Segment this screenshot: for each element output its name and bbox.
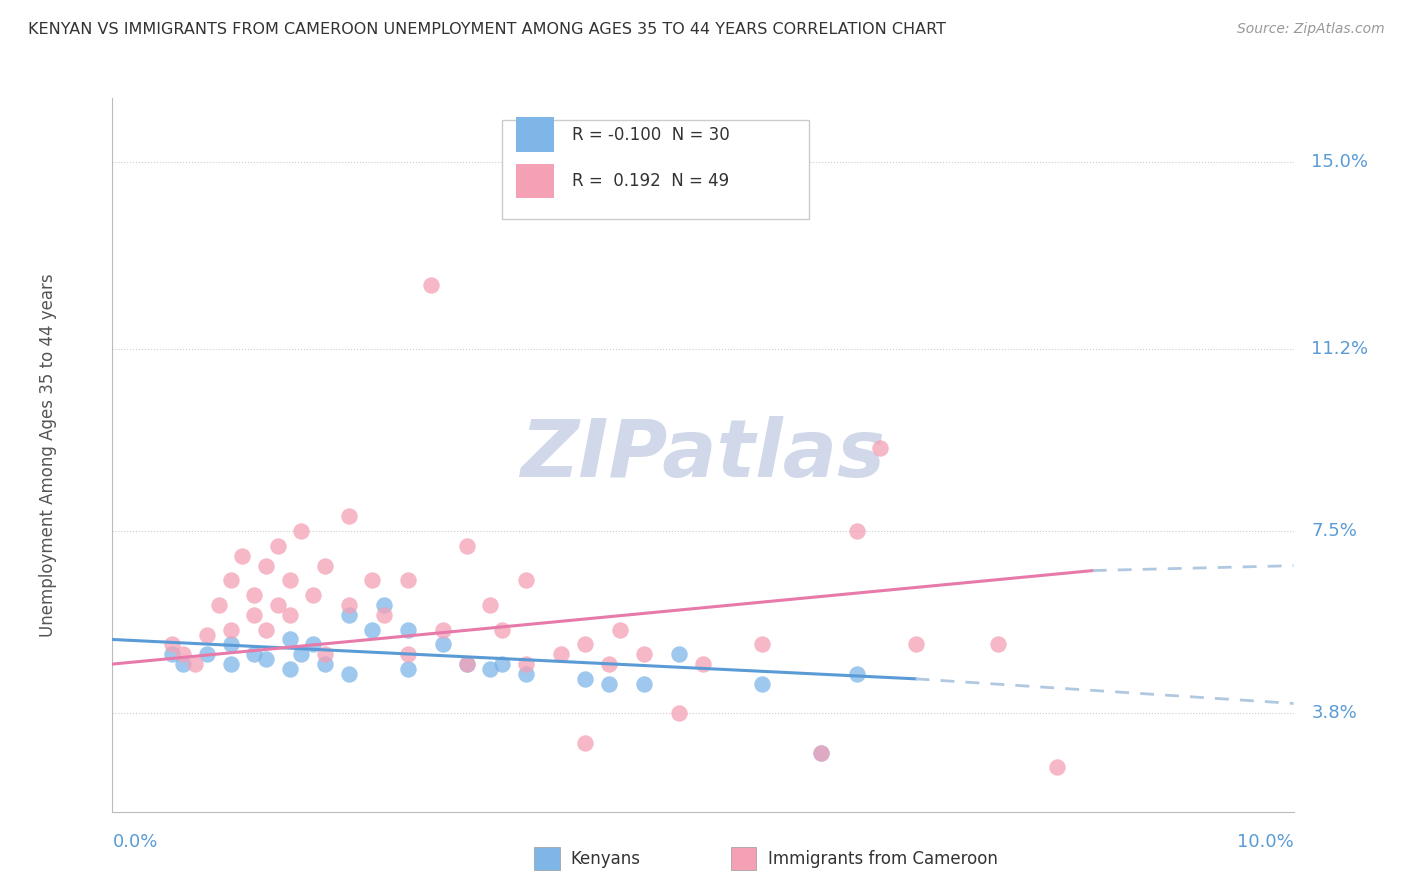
Point: [479, 598, 502, 612]
Text: 15.0%: 15.0%: [1312, 153, 1368, 171]
Point: [845, 524, 868, 539]
Point: [1046, 760, 1069, 774]
Point: [668, 706, 690, 721]
Point: [609, 623, 631, 637]
Point: [278, 607, 301, 622]
Point: [290, 524, 312, 539]
Point: [373, 607, 395, 622]
Text: 3.8%: 3.8%: [1312, 705, 1357, 723]
Point: [219, 623, 242, 637]
Point: [420, 278, 443, 293]
Point: [337, 607, 360, 622]
Point: [515, 667, 537, 681]
Point: [361, 574, 384, 588]
Point: [172, 647, 194, 661]
Point: [396, 662, 419, 676]
Point: [574, 637, 596, 651]
Text: 11.2%: 11.2%: [1312, 340, 1368, 358]
Text: Kenyans: Kenyans: [571, 849, 641, 868]
Point: [633, 647, 655, 661]
Point: [160, 637, 183, 651]
Point: [302, 588, 325, 602]
Point: [337, 509, 360, 524]
Point: [243, 647, 266, 661]
Point: [208, 598, 231, 612]
Point: [396, 647, 419, 661]
Text: 0.0%: 0.0%: [112, 833, 157, 851]
Point: [432, 623, 454, 637]
Text: 7.5%: 7.5%: [1312, 522, 1357, 541]
Text: ZIPatlas: ZIPatlas: [520, 416, 886, 494]
Point: [550, 647, 572, 661]
Bar: [516, 118, 554, 152]
FancyBboxPatch shape: [502, 120, 810, 219]
Point: [751, 637, 773, 651]
Point: [361, 623, 384, 637]
Point: [491, 657, 513, 671]
Point: [373, 598, 395, 612]
Point: [845, 667, 868, 681]
Point: [491, 623, 513, 637]
Point: [254, 623, 277, 637]
Point: [243, 607, 266, 622]
Point: [456, 657, 478, 671]
Point: [515, 657, 537, 671]
Point: [574, 736, 596, 750]
Text: Source: ZipAtlas.com: Source: ZipAtlas.com: [1237, 22, 1385, 37]
Point: [692, 657, 714, 671]
Text: Unemployment Among Ages 35 to 44 years: Unemployment Among Ages 35 to 44 years: [38, 273, 56, 637]
Point: [231, 549, 253, 563]
Point: [195, 627, 218, 641]
Point: [160, 647, 183, 661]
Point: [633, 677, 655, 691]
Point: [278, 632, 301, 647]
Bar: [516, 164, 554, 198]
Point: [219, 574, 242, 588]
Point: [254, 652, 277, 666]
Point: [396, 623, 419, 637]
Point: [267, 539, 290, 553]
Point: [574, 672, 596, 686]
Point: [195, 647, 218, 661]
Point: [278, 574, 301, 588]
Point: [987, 637, 1010, 651]
Point: [337, 667, 360, 681]
Point: [302, 637, 325, 651]
Point: [810, 746, 832, 760]
Point: [314, 647, 336, 661]
Point: [337, 598, 360, 612]
Point: [598, 677, 620, 691]
Point: [515, 574, 537, 588]
Point: [479, 662, 502, 676]
Point: [314, 558, 336, 573]
Point: [456, 657, 478, 671]
Point: [219, 637, 242, 651]
Point: [254, 558, 277, 573]
Point: [869, 441, 891, 455]
Point: [219, 657, 242, 671]
Point: [904, 637, 927, 651]
Point: [598, 657, 620, 671]
Point: [278, 662, 301, 676]
Text: R = -0.100  N = 30: R = -0.100 N = 30: [572, 126, 730, 144]
Point: [751, 677, 773, 691]
Point: [432, 637, 454, 651]
Point: [314, 657, 336, 671]
Text: R =  0.192  N = 49: R = 0.192 N = 49: [572, 172, 730, 190]
Point: [456, 539, 478, 553]
Text: Immigrants from Cameroon: Immigrants from Cameroon: [768, 849, 997, 868]
Text: 10.0%: 10.0%: [1237, 833, 1294, 851]
Point: [243, 588, 266, 602]
Point: [290, 647, 312, 661]
Point: [172, 657, 194, 671]
Point: [668, 647, 690, 661]
Point: [396, 574, 419, 588]
Text: KENYAN VS IMMIGRANTS FROM CAMEROON UNEMPLOYMENT AMONG AGES 35 TO 44 YEARS CORREL: KENYAN VS IMMIGRANTS FROM CAMEROON UNEMP…: [28, 22, 946, 37]
Point: [267, 598, 290, 612]
Point: [810, 746, 832, 760]
Point: [184, 657, 207, 671]
